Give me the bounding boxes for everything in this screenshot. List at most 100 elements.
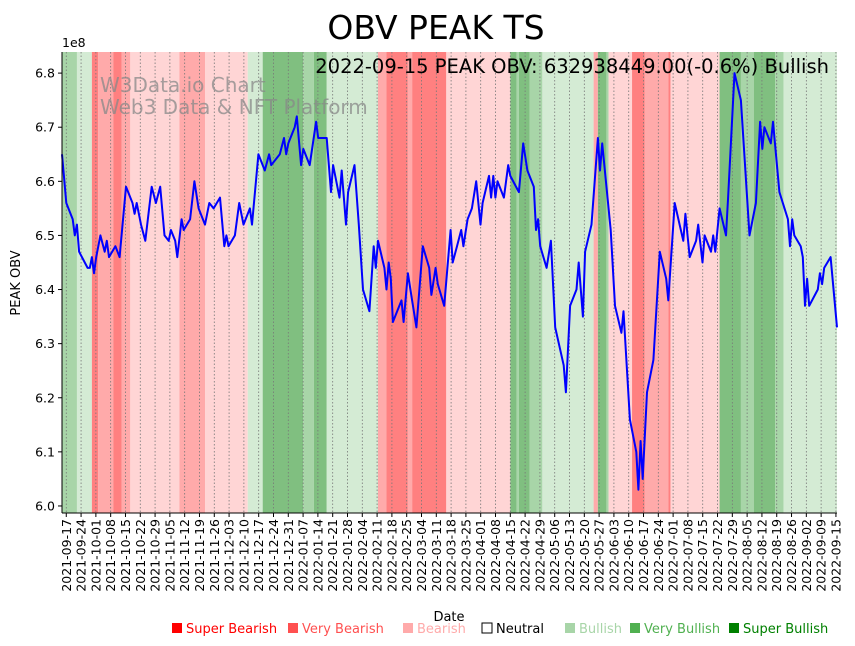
x-tick-label: 2022-07-01 <box>666 519 681 592</box>
band-bullish <box>542 52 594 513</box>
band-very-bearish <box>377 52 387 513</box>
y-tick-label: 6.7 <box>35 120 55 135</box>
y-tick-label: 6.6 <box>35 174 55 189</box>
x-tick-label: 2022-02-04 <box>355 519 370 592</box>
y-tick-label: 6.2 <box>35 390 55 405</box>
legend-label: Bullish <box>579 622 622 637</box>
x-tick-label: 2021-10-29 <box>148 519 163 592</box>
x-tick-label: 2022-01-14 <box>310 519 325 592</box>
band-super-bearish <box>386 52 408 513</box>
legend-swatch <box>630 623 640 633</box>
band-super-bullish <box>518 52 530 513</box>
legend-item: Super Bearish <box>172 622 277 637</box>
x-tick-label: 2022-08-12 <box>754 519 769 592</box>
watermark-line-1: W3Data.io Chart <box>100 73 266 97</box>
x-tick-label: 2022-05-06 <box>547 519 562 592</box>
x-tick-label: 2022-03-25 <box>458 519 473 592</box>
x-tick-label: 2021-12-03 <box>222 519 237 592</box>
x-tick-label: 2022-06-24 <box>651 519 666 592</box>
legend-swatch <box>288 623 298 633</box>
band-very-bearish <box>593 52 598 513</box>
band-bearish <box>446 52 511 513</box>
x-tick-label: 2021-10-08 <box>103 519 118 592</box>
band-very-bullish <box>606 52 609 513</box>
axes: 2021-09-17 2021-09-24 2021-10-01 2021-10-08… <box>35 52 843 592</box>
legend-item: Neutral <box>481 622 544 637</box>
latest-value-annotation: 2022-09-15 PEAK OBV: 632938449.00(-0.6%)… <box>315 55 829 78</box>
x-tick-label: 2021-10-22 <box>133 519 148 592</box>
legend-label: Bearish <box>417 622 466 637</box>
y-tick-label: 6.4 <box>35 282 55 297</box>
x-tick-label: 2022-09-09 <box>814 519 829 592</box>
x-tick-label: 2022-09-02 <box>799 519 814 592</box>
band-bearish <box>205 52 248 513</box>
band-super-bullish <box>262 52 304 513</box>
x-tick-label: 2022-04-01 <box>473 519 488 592</box>
x-tick-label: 2022-01-21 <box>325 519 340 592</box>
x-tick-label: 2022-04-08 <box>488 519 503 592</box>
legend-swatch <box>729 623 739 633</box>
band-very-bullish <box>62 52 77 513</box>
band-very-bearish <box>179 52 206 513</box>
y-tick-label: 6.3 <box>35 336 55 351</box>
band-super-bearish <box>632 52 645 513</box>
x-tick-label: 2021-12-17 <box>251 519 266 592</box>
x-axis-label: Date <box>433 610 464 625</box>
band-bearish <box>670 52 720 513</box>
x-tick-label: 2021-09-17 <box>59 519 74 592</box>
band-very-bearish <box>644 52 669 513</box>
x-tick-label: 2021-12-31 <box>281 519 296 592</box>
x-tick-label: 2022-04-22 <box>518 519 533 592</box>
x-tick-label: 2022-01-07 <box>296 519 311 592</box>
x-tick-label: 2022-05-27 <box>592 519 607 592</box>
band-very-bullish <box>516 52 519 513</box>
band-super-bearish <box>412 52 447 513</box>
x-tick-label: 2021-11-05 <box>162 519 177 592</box>
sentiment-bands <box>62 52 837 513</box>
x-tick-label: 2022-02-11 <box>370 519 385 592</box>
x-tick-label: 2022-03-18 <box>444 519 459 592</box>
legend-swatch <box>172 623 182 633</box>
x-tick-label: 2022-08-26 <box>784 519 799 592</box>
legend-swatch <box>403 623 413 633</box>
band-very-bullish <box>529 52 543 513</box>
x-tick-label: 2021-11-26 <box>207 519 222 592</box>
legend-item: Super Bullish <box>729 622 828 637</box>
x-tick-label: 2022-04-15 <box>503 519 518 592</box>
legend-item: Bullish <box>565 622 622 637</box>
x-tick-label: 2022-04-29 <box>532 519 547 592</box>
x-tick-label: 2022-06-17 <box>636 519 651 592</box>
x-tick-label: 2022-01-28 <box>340 519 355 592</box>
x-tick-label: 2022-05-20 <box>577 519 592 592</box>
x-tick-label: 2022-07-08 <box>680 519 695 592</box>
band-very-bullish <box>303 52 314 513</box>
y-tick-label: 6.1 <box>35 444 55 459</box>
y-axis-label: PEAK OBV <box>9 250 24 315</box>
legend-item: Very Bullish <box>630 622 720 637</box>
y-tick-label: 6.5 <box>35 228 55 243</box>
x-tick-label: 2022-02-18 <box>384 519 399 592</box>
legend-item: Bearish <box>403 622 466 637</box>
band-very-bearish <box>98 52 114 513</box>
band-super-bullish <box>313 52 327 513</box>
x-tick-label: 2022-08-19 <box>769 519 784 592</box>
x-tick-label: 2022-02-25 <box>399 519 414 592</box>
legend-label: Neutral <box>496 622 544 637</box>
legend-label: Very Bullish <box>644 622 720 637</box>
x-tick-label: 2021-11-19 <box>192 519 207 592</box>
y-tick-label: 6.0 <box>35 498 55 513</box>
x-tick-label: 2022-07-15 <box>695 519 710 592</box>
legend-item: Very Bearish <box>288 622 384 637</box>
band-bullish <box>783 52 837 513</box>
x-tick-label: 2021-12-24 <box>266 519 281 592</box>
x-tick-label: 2022-06-10 <box>621 519 636 592</box>
x-tick-label: 2021-12-10 <box>236 519 251 592</box>
band-very-bullish <box>775 52 784 513</box>
y-tick-label: 6.8 <box>35 66 55 81</box>
legend-swatch <box>565 623 575 633</box>
y-scale-label: 1e8 <box>62 35 86 50</box>
band-super-bearish <box>91 52 99 513</box>
legend-swatch <box>481 622 493 634</box>
band-super-bullish <box>597 52 607 513</box>
